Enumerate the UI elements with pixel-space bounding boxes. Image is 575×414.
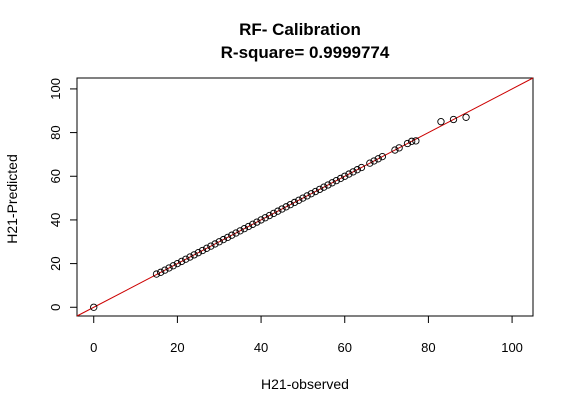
x-axis: 0 20 40 60 80 100 xyxy=(90,315,523,355)
data-point xyxy=(278,205,286,213)
data-point xyxy=(165,264,173,272)
data-point xyxy=(320,183,328,191)
data-point xyxy=(345,170,353,178)
data-point xyxy=(328,179,336,187)
data-point xyxy=(249,220,257,228)
data-point xyxy=(198,246,207,255)
data-point xyxy=(412,137,420,145)
data-point xyxy=(257,216,265,224)
data-point xyxy=(236,227,244,235)
data-point xyxy=(274,207,282,215)
data-point xyxy=(152,270,161,278)
data-point xyxy=(244,222,253,231)
x-tick-label: 100 xyxy=(501,340,523,355)
data-point xyxy=(462,113,470,121)
x-tick-label: 40 xyxy=(254,340,268,355)
data-point xyxy=(203,244,211,252)
data-point xyxy=(157,268,165,276)
y-tick-label: 100 xyxy=(48,78,63,100)
data-point xyxy=(449,115,458,124)
y-tick-label: 60 xyxy=(48,169,63,183)
data-point xyxy=(286,200,295,209)
data-point xyxy=(282,203,290,211)
data-point xyxy=(177,257,186,266)
reference-line xyxy=(76,77,534,317)
data-point xyxy=(341,172,349,180)
data-point xyxy=(186,253,194,261)
data-point xyxy=(403,139,412,148)
data-point xyxy=(190,251,198,259)
data-point xyxy=(194,249,202,257)
data-point xyxy=(299,194,307,202)
data-point xyxy=(207,242,215,250)
data-point xyxy=(232,229,240,237)
x-tick-label: 0 xyxy=(90,340,97,355)
x-tick-label: 80 xyxy=(421,340,435,355)
data-point xyxy=(269,209,278,218)
data-point xyxy=(90,303,98,311)
data-point xyxy=(353,166,361,174)
y-axis-label: H21-Predicted xyxy=(4,154,20,244)
data-point xyxy=(395,144,403,152)
y-tick-label: 0 xyxy=(48,304,63,311)
x-axis-label: H21-observed xyxy=(261,376,349,392)
data-point xyxy=(336,174,345,183)
data-point xyxy=(211,240,219,248)
data-point xyxy=(324,181,332,189)
data-point xyxy=(219,235,228,244)
data-point xyxy=(307,190,315,198)
data-point xyxy=(223,233,232,242)
y-axis: 0 20 40 60 80 100 xyxy=(48,78,78,311)
y-tick-label: 80 xyxy=(48,125,63,139)
data-point xyxy=(378,152,387,161)
data-point xyxy=(391,146,399,154)
data-point xyxy=(290,198,299,207)
data-point xyxy=(332,176,341,185)
data-point xyxy=(374,155,382,163)
data-point xyxy=(303,192,311,200)
data-point xyxy=(366,159,374,167)
data-point xyxy=(253,218,261,226)
chart-subtitle: R-square= 0.9999774 xyxy=(221,43,390,62)
data-point xyxy=(357,163,366,172)
data-point xyxy=(311,187,320,196)
data-point xyxy=(261,214,269,222)
data-point xyxy=(265,211,274,220)
data-point xyxy=(161,266,169,274)
chart-title: RF- Calibration xyxy=(239,20,361,39)
y-tick-label: 20 xyxy=(48,256,63,270)
x-tick-label: 20 xyxy=(170,340,184,355)
data-point xyxy=(215,238,223,246)
data-point xyxy=(240,225,248,233)
y-tick-label: 40 xyxy=(48,213,63,227)
data-points xyxy=(90,113,470,311)
data-point xyxy=(173,259,182,268)
data-point xyxy=(408,137,416,145)
data-point xyxy=(169,262,177,270)
data-point xyxy=(228,231,236,239)
data-point xyxy=(437,118,445,126)
x-tick-label: 60 xyxy=(338,340,352,355)
data-point xyxy=(370,157,378,165)
data-point xyxy=(349,168,357,176)
data-point xyxy=(182,255,190,263)
data-point xyxy=(295,196,303,204)
data-point xyxy=(315,185,324,194)
